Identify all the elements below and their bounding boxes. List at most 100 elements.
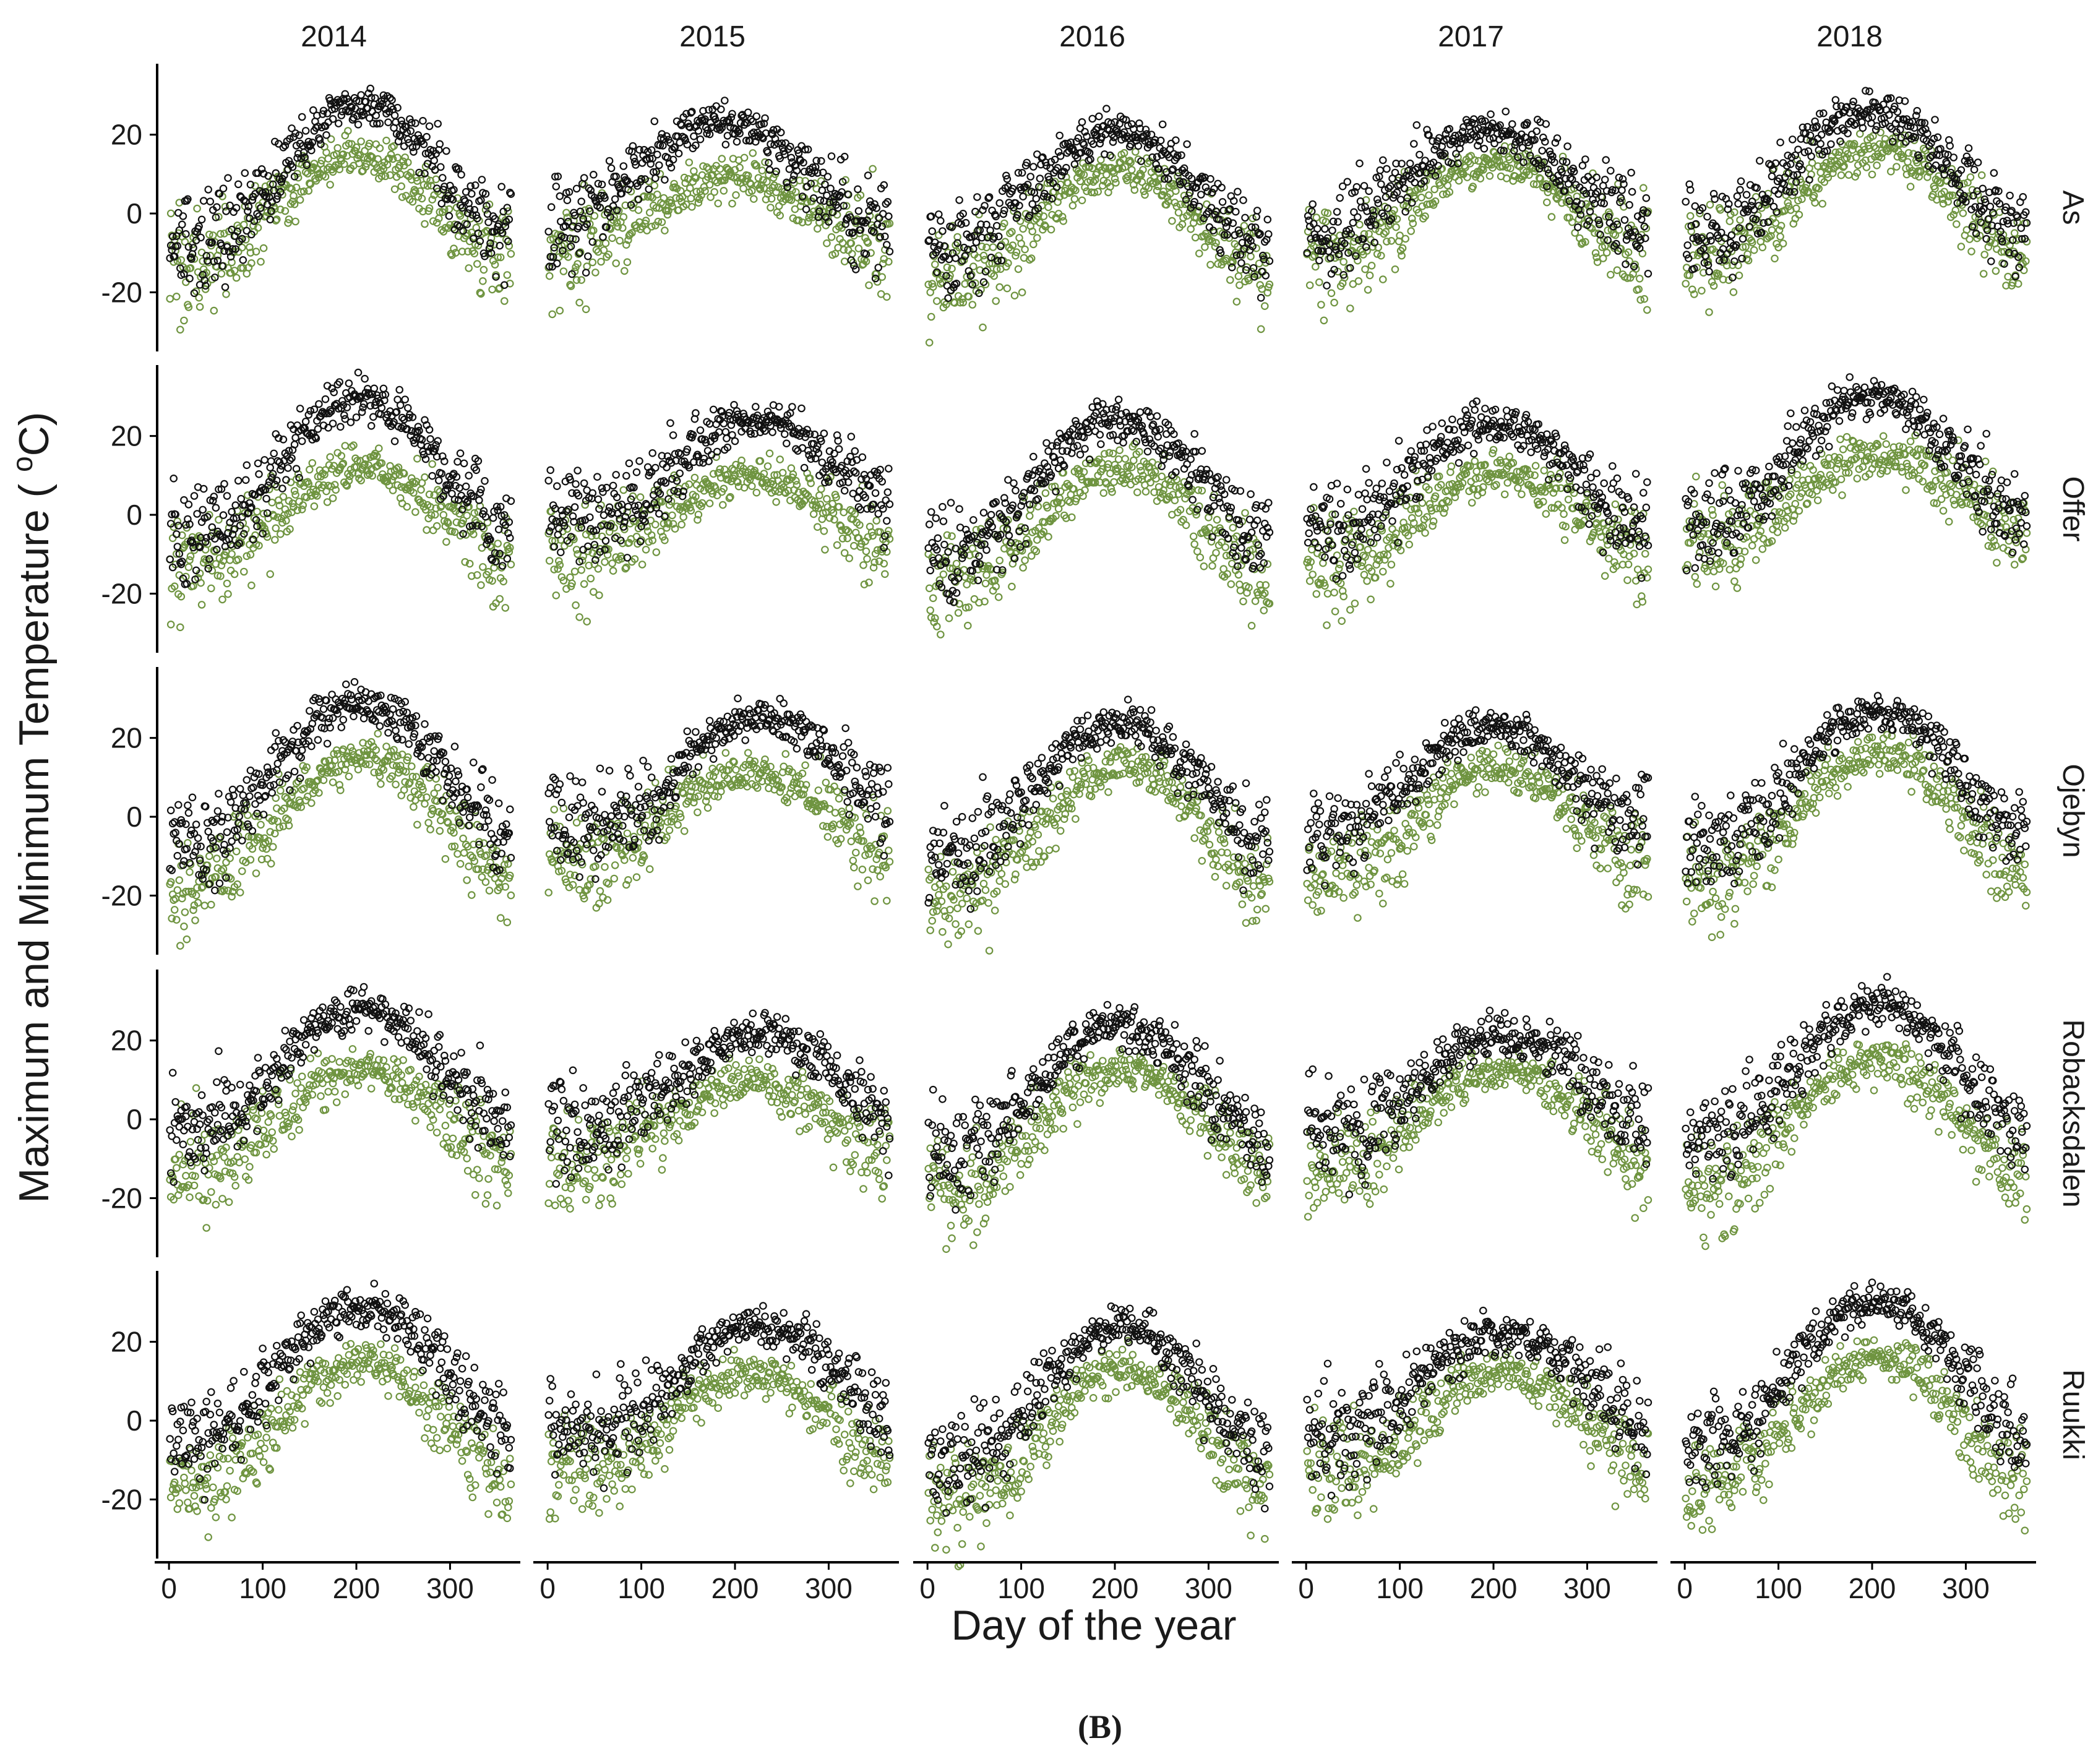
max-temperature-point xyxy=(213,203,221,211)
min-temperature-point xyxy=(376,144,384,152)
min-temperature-point xyxy=(504,207,512,215)
max-temperature-point xyxy=(226,201,234,210)
min-temperature-point xyxy=(217,230,225,238)
min-temperature-point xyxy=(408,197,417,206)
min-temperature-point xyxy=(496,253,505,262)
min-temperature-point xyxy=(494,285,503,293)
min-temperature-point xyxy=(172,292,181,301)
min-temperature-point xyxy=(321,173,330,181)
min-temperature-point xyxy=(291,217,299,226)
max-temperature-point xyxy=(201,282,210,290)
min-temperature-point xyxy=(284,219,292,227)
max-temperature-point xyxy=(222,207,230,215)
year-strip-labels: 2014 2015 2016 2017 2018 xyxy=(301,20,1883,53)
min-temperature-point xyxy=(335,165,343,173)
min-temperature-point xyxy=(184,303,193,311)
min-temperature-point xyxy=(397,182,405,191)
min-temperature-point xyxy=(406,168,415,177)
min-temperature-point xyxy=(329,168,337,176)
max-temperature-point xyxy=(213,256,222,265)
max-temperature-point xyxy=(226,252,235,261)
min-temperature-point xyxy=(246,243,254,251)
min-temperature-point xyxy=(381,172,390,181)
max-temperature-point xyxy=(243,226,251,235)
min-temperature-point xyxy=(290,200,299,209)
min-temperature-point xyxy=(382,136,390,145)
max-temperature-point xyxy=(206,197,215,205)
min-temperature-point xyxy=(473,260,481,268)
min-temperature-point xyxy=(285,215,293,223)
site-strip-label: Ruukki xyxy=(2056,1369,2089,1460)
facet-panels xyxy=(166,84,2031,1570)
min-temperature-point xyxy=(390,142,398,150)
min-temperature-point xyxy=(239,264,247,272)
max-temperature-point xyxy=(196,280,204,289)
max-temperature-point xyxy=(231,245,239,253)
min-temperature-point xyxy=(326,181,334,189)
max-temperature-point xyxy=(182,230,190,238)
min-temperature-point xyxy=(507,249,515,258)
site-strip-label: Ojebyn xyxy=(2056,764,2089,858)
min-temperature-point xyxy=(257,257,265,266)
max-temperature-point xyxy=(186,274,194,283)
min-temperature-point xyxy=(190,255,199,263)
min-temperature-point xyxy=(417,170,425,179)
max-temperature-point xyxy=(218,262,226,270)
min-temperature-point xyxy=(263,208,272,217)
min-temperature-point xyxy=(450,244,458,252)
year-strip-label: 2018 xyxy=(1816,20,1883,53)
min-temperature-point xyxy=(281,207,290,215)
year-strip-label: 2014 xyxy=(301,20,367,53)
year-strip-label: 2017 xyxy=(1438,20,1504,53)
max-temperature-point xyxy=(210,273,219,282)
max-temperature-point xyxy=(189,244,197,252)
max-temperature-point xyxy=(250,217,259,225)
max-temperature-point xyxy=(257,204,265,212)
year-strip-label: 2016 xyxy=(1059,20,1125,53)
min-temperature-point xyxy=(220,230,228,238)
site-strip-label: Offer xyxy=(2056,476,2089,542)
min-temperature-point xyxy=(306,180,315,188)
max-temperature-point xyxy=(239,196,248,204)
min-temperature-point xyxy=(259,244,268,252)
max-temperature-point xyxy=(202,252,210,260)
min-temperature-point xyxy=(222,290,230,298)
max-temperature-point xyxy=(247,230,256,239)
min-temperature-point xyxy=(398,193,406,201)
min-temperature-point xyxy=(296,196,304,204)
max-temperature-point xyxy=(224,174,232,182)
min-temperature-point xyxy=(339,150,348,158)
max-temperature-point xyxy=(208,238,217,247)
max-temperature-point xyxy=(200,276,208,285)
min-temperature-point xyxy=(176,325,184,334)
min-temperature-point xyxy=(290,192,298,200)
min-temperature-point xyxy=(494,253,502,262)
min-temperature-point xyxy=(385,154,393,163)
max-temperature-point xyxy=(197,215,206,224)
min-temperature-point xyxy=(377,172,386,181)
min-temperature-point xyxy=(458,247,466,256)
min-temperature-point xyxy=(432,218,441,227)
min-temperature-point xyxy=(180,316,188,325)
min-temperature-point xyxy=(205,230,213,239)
min-temperature-point xyxy=(355,159,363,168)
min-temperature-point xyxy=(292,183,301,192)
max-temperature-point xyxy=(166,254,174,262)
min-temperature-point xyxy=(470,249,479,257)
max-temperature-point xyxy=(221,283,230,291)
min-temperature-point xyxy=(425,204,434,212)
min-temperature-point xyxy=(181,238,189,246)
max-temperature-point xyxy=(239,256,247,264)
min-temperature-point xyxy=(294,173,303,182)
max-temperature-point xyxy=(184,195,192,204)
max-temperature-point xyxy=(232,204,241,212)
min-temperature-point xyxy=(479,265,488,274)
min-temperature-point xyxy=(340,160,348,168)
max-temperature-point xyxy=(255,212,263,220)
min-temperature-point xyxy=(239,220,248,229)
min-temperature-point xyxy=(500,297,509,305)
min-temperature-point xyxy=(390,185,399,194)
min-temperature-point xyxy=(232,273,241,282)
min-temperature-point xyxy=(202,269,210,277)
min-temperature-point xyxy=(476,288,484,297)
